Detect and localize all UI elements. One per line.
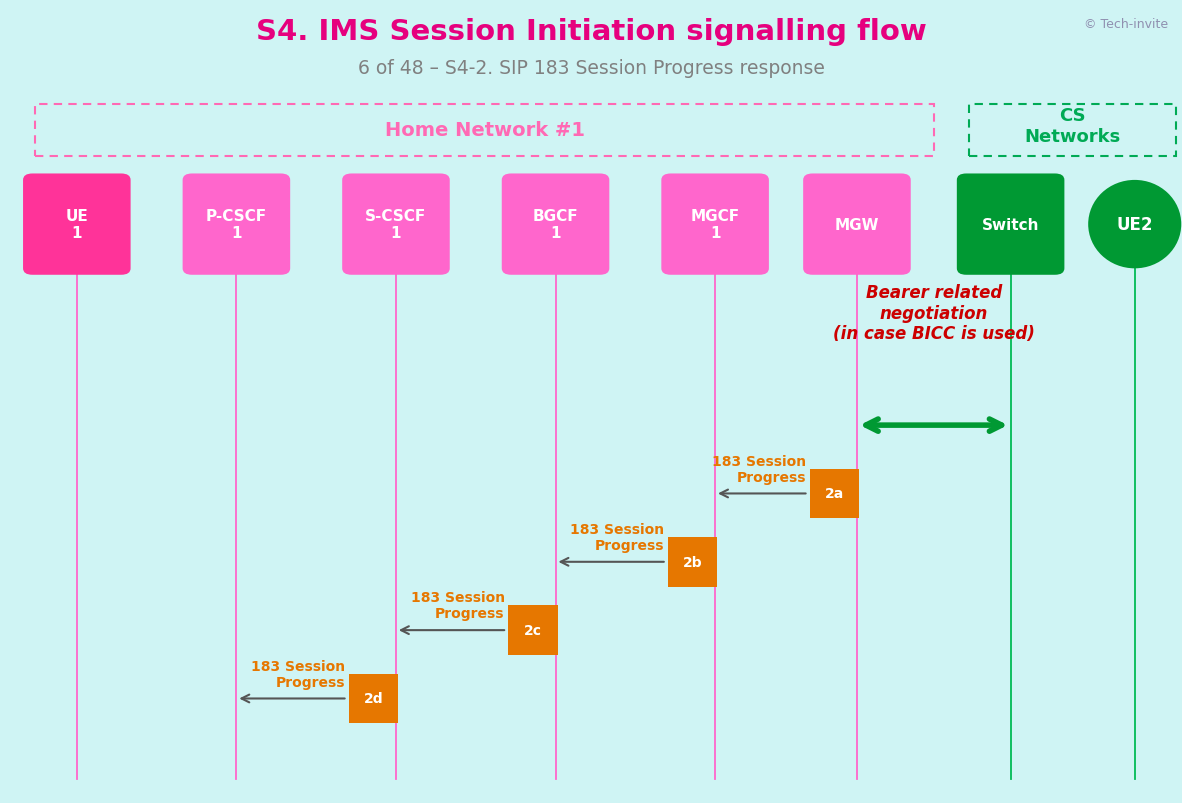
FancyBboxPatch shape [501, 174, 610, 275]
FancyBboxPatch shape [804, 174, 910, 275]
FancyBboxPatch shape [343, 174, 450, 275]
Text: 6 of 48 – S4-2. SIP 183 Session Progress response: 6 of 48 – S4-2. SIP 183 Session Progress… [358, 59, 824, 78]
FancyBboxPatch shape [349, 674, 398, 724]
FancyBboxPatch shape [182, 174, 290, 275]
Text: 2c: 2c [524, 623, 543, 638]
FancyBboxPatch shape [956, 174, 1064, 275]
Text: UE
1: UE 1 [65, 209, 89, 241]
Text: BGCF
1: BGCF 1 [533, 209, 578, 241]
Text: MGCF
1: MGCF 1 [690, 209, 740, 241]
Text: 2b: 2b [683, 555, 702, 569]
Text: CS
Networks: CS Networks [1025, 107, 1121, 146]
Text: 183 Session
Progress: 183 Session Progress [251, 658, 345, 689]
FancyBboxPatch shape [508, 605, 558, 655]
FancyBboxPatch shape [668, 537, 717, 587]
Text: P-CSCF
1: P-CSCF 1 [206, 209, 267, 241]
Text: 183 Session
Progress: 183 Session Progress [570, 522, 664, 552]
Ellipse shape [1089, 181, 1181, 269]
Text: UE2: UE2 [1117, 216, 1152, 234]
Text: S4. IMS Session Initiation signalling flow: S4. IMS Session Initiation signalling fl… [255, 18, 927, 46]
FancyBboxPatch shape [661, 174, 768, 275]
FancyBboxPatch shape [24, 174, 130, 275]
Text: 183 Session
Progress: 183 Session Progress [410, 590, 505, 621]
Text: © Tech-invite: © Tech-invite [1084, 18, 1168, 31]
Text: Bearer related
negotiation
(in case BICC is used): Bearer related negotiation (in case BICC… [833, 283, 1034, 343]
Text: 2d: 2d [364, 691, 383, 706]
Text: Switch: Switch [982, 218, 1039, 232]
Text: 183 Session
Progress: 183 Session Progress [712, 454, 806, 484]
FancyBboxPatch shape [810, 469, 859, 519]
Text: MGW: MGW [834, 218, 879, 232]
Text: Home Network #1: Home Network #1 [384, 121, 585, 140]
Text: 2a: 2a [825, 487, 844, 501]
Text: S-CSCF
1: S-CSCF 1 [365, 209, 427, 241]
